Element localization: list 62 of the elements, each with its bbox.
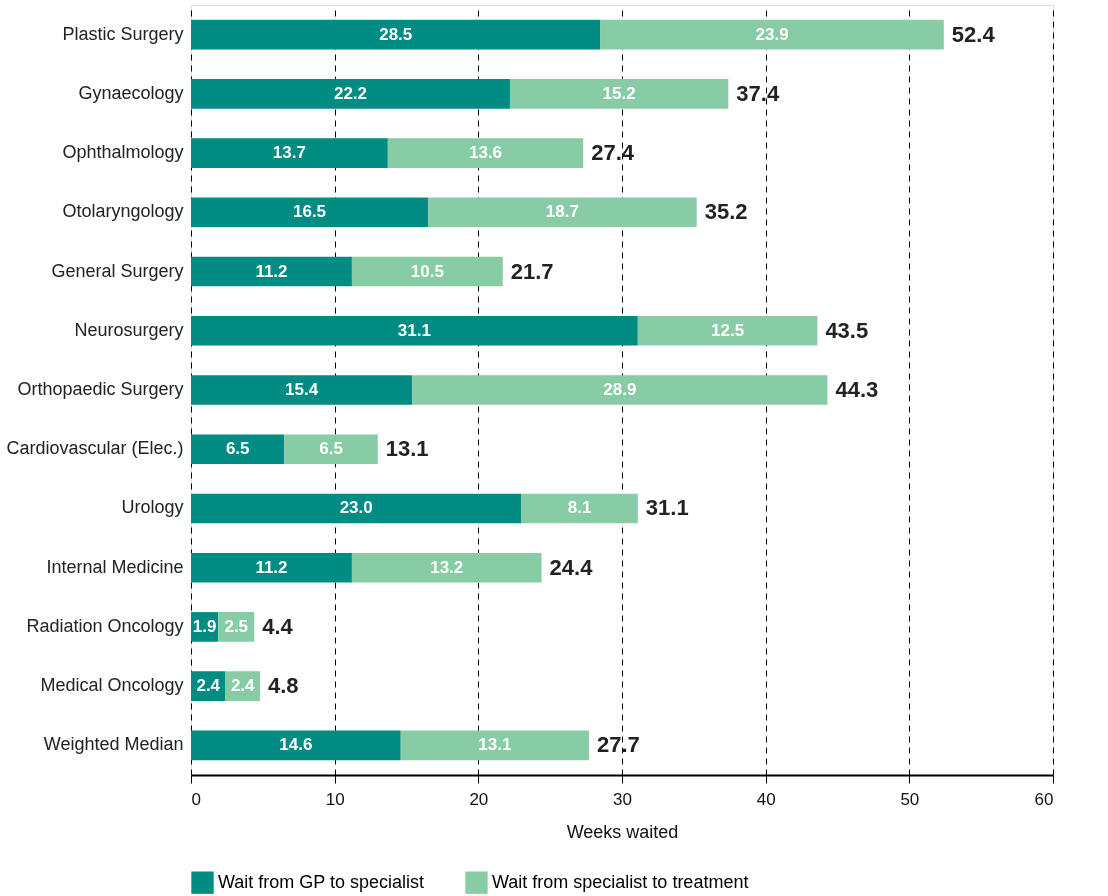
x-tick-label: 30 xyxy=(613,789,632,809)
total-label: 37.4 xyxy=(736,80,780,106)
data-label: 28.9 xyxy=(603,380,637,399)
data-label: 18.7 xyxy=(545,202,579,222)
data-label: 1.9 xyxy=(192,616,217,636)
y-tick-label: Otolaryngology xyxy=(62,201,184,222)
x-tick-label: 60 xyxy=(1034,789,1054,809)
data-label: 13.1 xyxy=(478,735,512,755)
data-label: 10.5 xyxy=(410,261,444,281)
data-label: 11.2 xyxy=(255,557,288,577)
total-label: 27.4 xyxy=(591,140,635,166)
legend-label: Wait from specialist to treatment xyxy=(492,871,749,892)
y-tick-label: Internal Medicine xyxy=(46,556,184,577)
data-label: 2.4 xyxy=(230,676,256,696)
x-tick-label: 40 xyxy=(756,789,776,809)
y-tick-label: General Surgery xyxy=(51,260,184,281)
data-label: 2.4 xyxy=(196,676,221,696)
total-label: 24.4 xyxy=(549,554,594,580)
data-label: 16.5 xyxy=(292,202,327,222)
total-label: 35.2 xyxy=(704,199,748,225)
total-label: 21.7 xyxy=(510,258,554,284)
y-tick-label: Plastic Surgery xyxy=(62,23,184,44)
total-label: 43.5 xyxy=(825,317,869,343)
data-label: 6.5 xyxy=(225,439,250,459)
total-label: 52.4 xyxy=(951,21,996,47)
data-label: 15.2 xyxy=(602,83,636,103)
y-tick-label: Neurosurgery xyxy=(74,319,184,340)
total-label: 13.1 xyxy=(385,436,429,462)
data-label: 2.5 xyxy=(224,616,249,636)
total-label: 4.8 xyxy=(267,673,299,699)
y-tick-label: Cardiovascular (Elec.) xyxy=(6,438,184,459)
data-label: 8.1 xyxy=(567,498,592,518)
total-label: 4.4 xyxy=(262,613,294,639)
data-label: 15.4 xyxy=(285,380,319,399)
data-label: 28.5 xyxy=(379,24,413,44)
data-label: 31.1 xyxy=(397,320,431,340)
y-tick-label: Weighted Median xyxy=(43,734,184,755)
y-tick-label: Medical Oncology xyxy=(40,675,184,696)
data-label: 12.5 xyxy=(711,320,745,340)
total-label: 31.1 xyxy=(645,495,689,521)
total-label: 27.7 xyxy=(596,732,640,758)
data-label: 13.2 xyxy=(430,557,464,577)
data-label: 13.7 xyxy=(272,143,306,163)
y-tick-label: Radiation Oncology xyxy=(26,615,184,636)
y-tick-label: Ophthalmology xyxy=(62,142,184,163)
y-tick-label: Gynaecology xyxy=(78,82,184,103)
data-label: 14.6 xyxy=(279,735,313,755)
x-tick-label: 20 xyxy=(469,789,489,809)
legend-label: Wait from GP to specialist xyxy=(218,871,425,892)
x-tick-label: 50 xyxy=(900,789,920,809)
total-label: 44.3 xyxy=(835,377,879,402)
y-tick-label: Urology xyxy=(121,497,184,518)
data-label: 6.5 xyxy=(319,439,343,459)
data-label: 23.0 xyxy=(339,498,373,518)
data-label: 23.9 xyxy=(755,24,789,44)
data-label: 11.2 xyxy=(255,261,288,281)
y-tick-label: Orthopaedic Surgery xyxy=(17,379,184,399)
data-label: 22.2 xyxy=(333,83,368,103)
data-label: 13.6 xyxy=(468,143,503,163)
x-tick-label: 10 xyxy=(325,789,345,809)
x-axis-title: Weeks waited xyxy=(566,821,679,842)
x-tick-label: 0 xyxy=(191,789,201,809)
